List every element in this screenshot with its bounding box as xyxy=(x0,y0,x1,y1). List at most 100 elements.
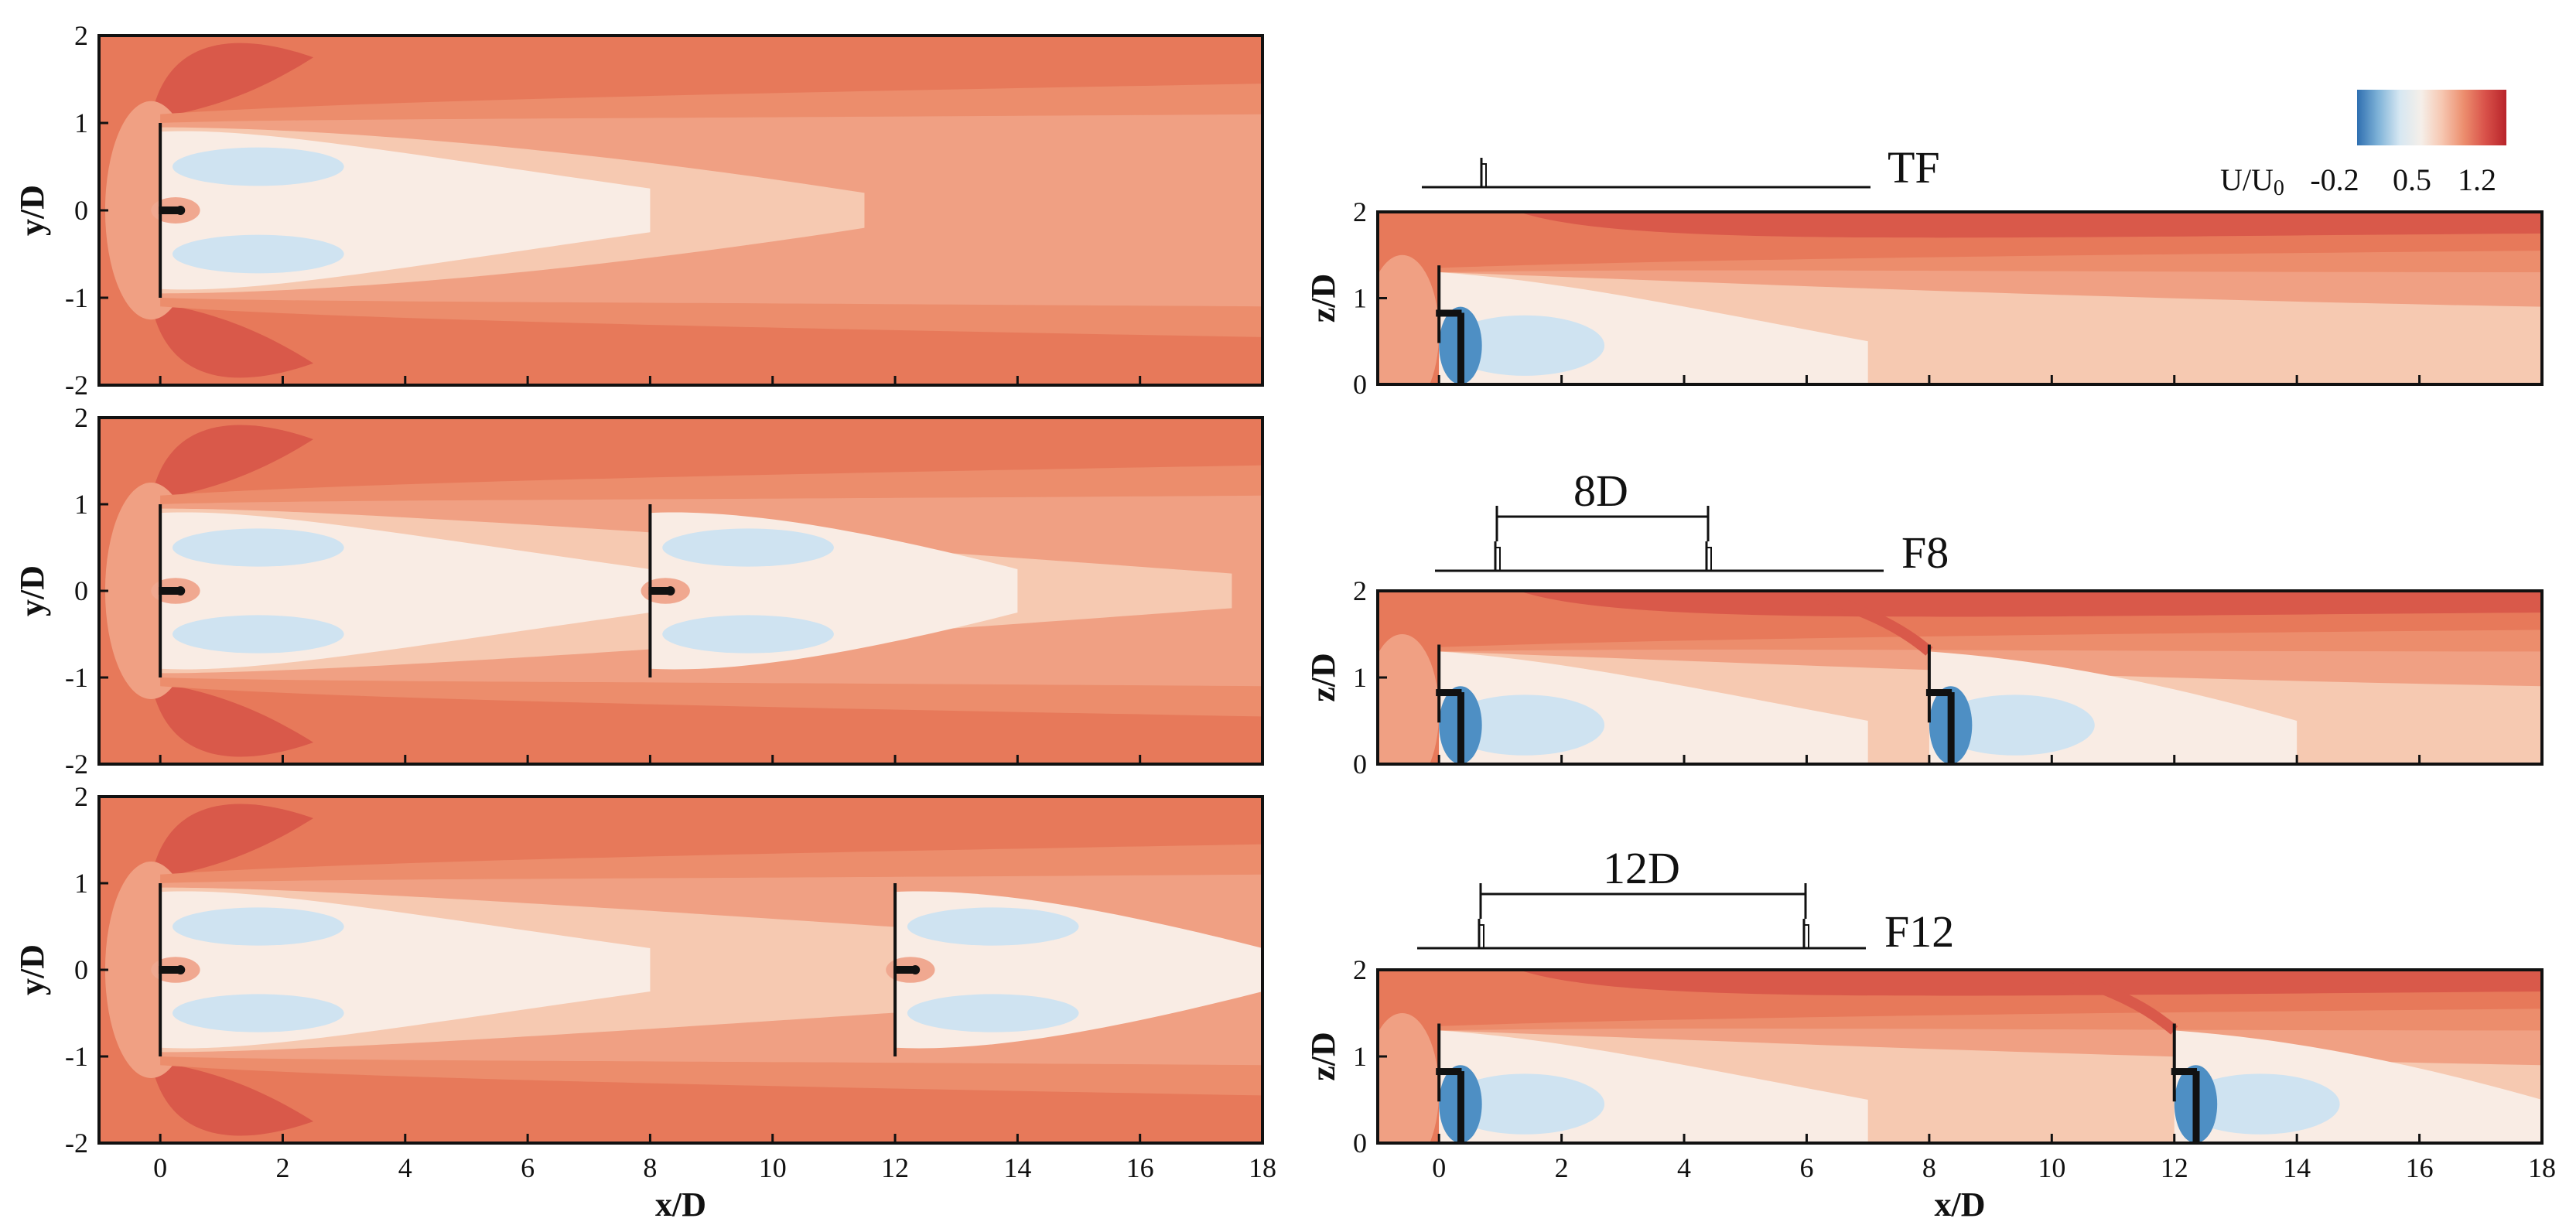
colorbar-label-sub: 0 xyxy=(2274,176,2284,200)
speedup-layer xyxy=(1396,970,2542,996)
y-axis-label: y/D xyxy=(13,565,51,616)
y-tick-label: 1 xyxy=(74,489,88,520)
colorbar-label-main: U/U xyxy=(2220,162,2274,197)
y-tick-label: -1 xyxy=(65,1041,88,1072)
low-velocity-region xyxy=(662,615,834,654)
speedup-lobe xyxy=(151,425,314,500)
schematic-TF: TF xyxy=(1422,142,1940,193)
colorbar-tick-label: 1.2 xyxy=(2458,162,2496,197)
top-view-F8-panel: -2 -1 0 1 2 y/D xyxy=(13,402,1264,780)
y-axis-label: z/D xyxy=(1304,1032,1342,1081)
low-velocity-region xyxy=(1445,694,1605,756)
turbine-body xyxy=(1495,547,1501,572)
turbine-body xyxy=(1803,924,1809,949)
turbine-body xyxy=(1481,163,1487,188)
turbine-nacelle xyxy=(1925,689,1952,697)
side-view-F8-field xyxy=(1378,591,2542,764)
turbine-body xyxy=(1478,924,1484,949)
x-tick-label: 0 xyxy=(153,1152,167,1183)
x-tick-label: 16 xyxy=(1126,1152,1154,1183)
y-tick-label: 2 xyxy=(74,402,88,433)
y-axis-label: z/D xyxy=(1304,653,1342,702)
side-view-F8-panel: 0 1 2 z/D xyxy=(1304,575,2544,780)
speedup-lobe xyxy=(151,43,314,119)
colorbar-tick-label: 0.5 xyxy=(2393,162,2431,197)
induction-zone xyxy=(1378,1013,1440,1143)
low-velocity-region xyxy=(172,907,344,946)
y-tick-label: -1 xyxy=(65,282,88,313)
turbine-nacelle xyxy=(1436,689,1462,697)
x-tick-label: 6 xyxy=(1799,1152,1813,1183)
y-tick-label: -2 xyxy=(65,370,88,401)
turbine-nacelle xyxy=(648,587,671,595)
speedup-layer xyxy=(2049,970,2178,1035)
y-tick-label: 0 xyxy=(1353,369,1367,400)
y-axis-label: y/D xyxy=(13,944,51,995)
top-view-TF-field xyxy=(99,36,1262,385)
speedup-lobe xyxy=(151,302,314,378)
y-axis-label: y/D xyxy=(13,185,51,236)
x-tick-label: 4 xyxy=(398,1152,412,1183)
side-view-TF-field xyxy=(1378,212,2542,384)
turbine-nacelle xyxy=(2171,1068,2198,1076)
speedup-lobe xyxy=(151,681,314,757)
top-view-F12-field xyxy=(99,797,1262,1143)
top-view-F8-field xyxy=(99,418,1262,764)
colorbar: U/U0 -0.2 0.5 1.2 xyxy=(2220,90,2506,200)
y-tick-label: 0 xyxy=(1353,749,1367,780)
speedup-layer xyxy=(1805,591,1933,656)
y-tick-label: 1 xyxy=(1353,283,1367,314)
y-tick-label: 2 xyxy=(1353,954,1367,985)
low-velocity-region xyxy=(1445,1073,1605,1135)
y-tick-label: 1 xyxy=(1353,662,1367,693)
turbine-tower xyxy=(2192,1071,2200,1143)
spacing-label: 8D xyxy=(1573,466,1628,516)
low-velocity-region xyxy=(172,234,344,274)
turbine-hub xyxy=(176,586,186,596)
x-tick-label: 8 xyxy=(1922,1152,1936,1183)
y-tick-label: 0 xyxy=(74,954,88,985)
turbine-hub xyxy=(176,206,186,215)
low-velocity-region xyxy=(662,528,834,567)
y-axis-label: z/D xyxy=(1304,274,1342,323)
low-velocity-region xyxy=(907,907,1079,946)
y-tick-label: 2 xyxy=(74,20,88,51)
turbine-hub xyxy=(910,965,921,974)
spacing-label: 12D xyxy=(1603,843,1680,893)
turbine-nacelle xyxy=(159,206,180,214)
case-label: F12 xyxy=(1884,906,1954,957)
y-tick-label: 1 xyxy=(1353,1041,1367,1072)
y-tick-label: 2 xyxy=(1353,575,1367,606)
colorbar-tick-label: -0.2 xyxy=(2310,162,2359,197)
low-velocity-region xyxy=(172,528,344,567)
x-tick-label: 10 xyxy=(2038,1152,2065,1183)
induction-zone xyxy=(1378,634,1440,764)
turbine-hub xyxy=(665,586,675,596)
x-tick-label: 16 xyxy=(2406,1152,2434,1183)
low-velocity-region xyxy=(1935,694,2095,756)
x-tick-label: 4 xyxy=(1677,1152,1691,1183)
colorbar-gradient xyxy=(2357,90,2506,145)
turbine-nacelle xyxy=(159,587,180,595)
x-tick-label: 12 xyxy=(881,1152,909,1183)
y-tick-label: 1 xyxy=(74,108,88,138)
top-view-TF-panel: -2 -1 0 1 2 y/D xyxy=(13,20,1264,401)
x-tick-label: 10 xyxy=(759,1152,787,1183)
x-tick-label: 14 xyxy=(2283,1152,2311,1183)
case-label: TF xyxy=(1888,142,1940,193)
schematic-F12: 12D F12 xyxy=(1417,843,1954,957)
turbine-tower xyxy=(1457,312,1464,384)
turbine-nacelle xyxy=(159,966,180,974)
side-view-TF-panel: 0 1 2 z/D xyxy=(1304,196,2544,400)
y-tick-label: 2 xyxy=(74,781,88,812)
turbine-nacelle xyxy=(893,966,915,974)
x-tick-label: 14 xyxy=(1003,1152,1031,1183)
turbine-body xyxy=(1706,547,1712,572)
low-velocity-region xyxy=(172,147,344,186)
x-axis-label: x/D xyxy=(655,1186,706,1223)
y-tick-label: 0 xyxy=(74,575,88,606)
induction-zone xyxy=(1378,254,1440,384)
